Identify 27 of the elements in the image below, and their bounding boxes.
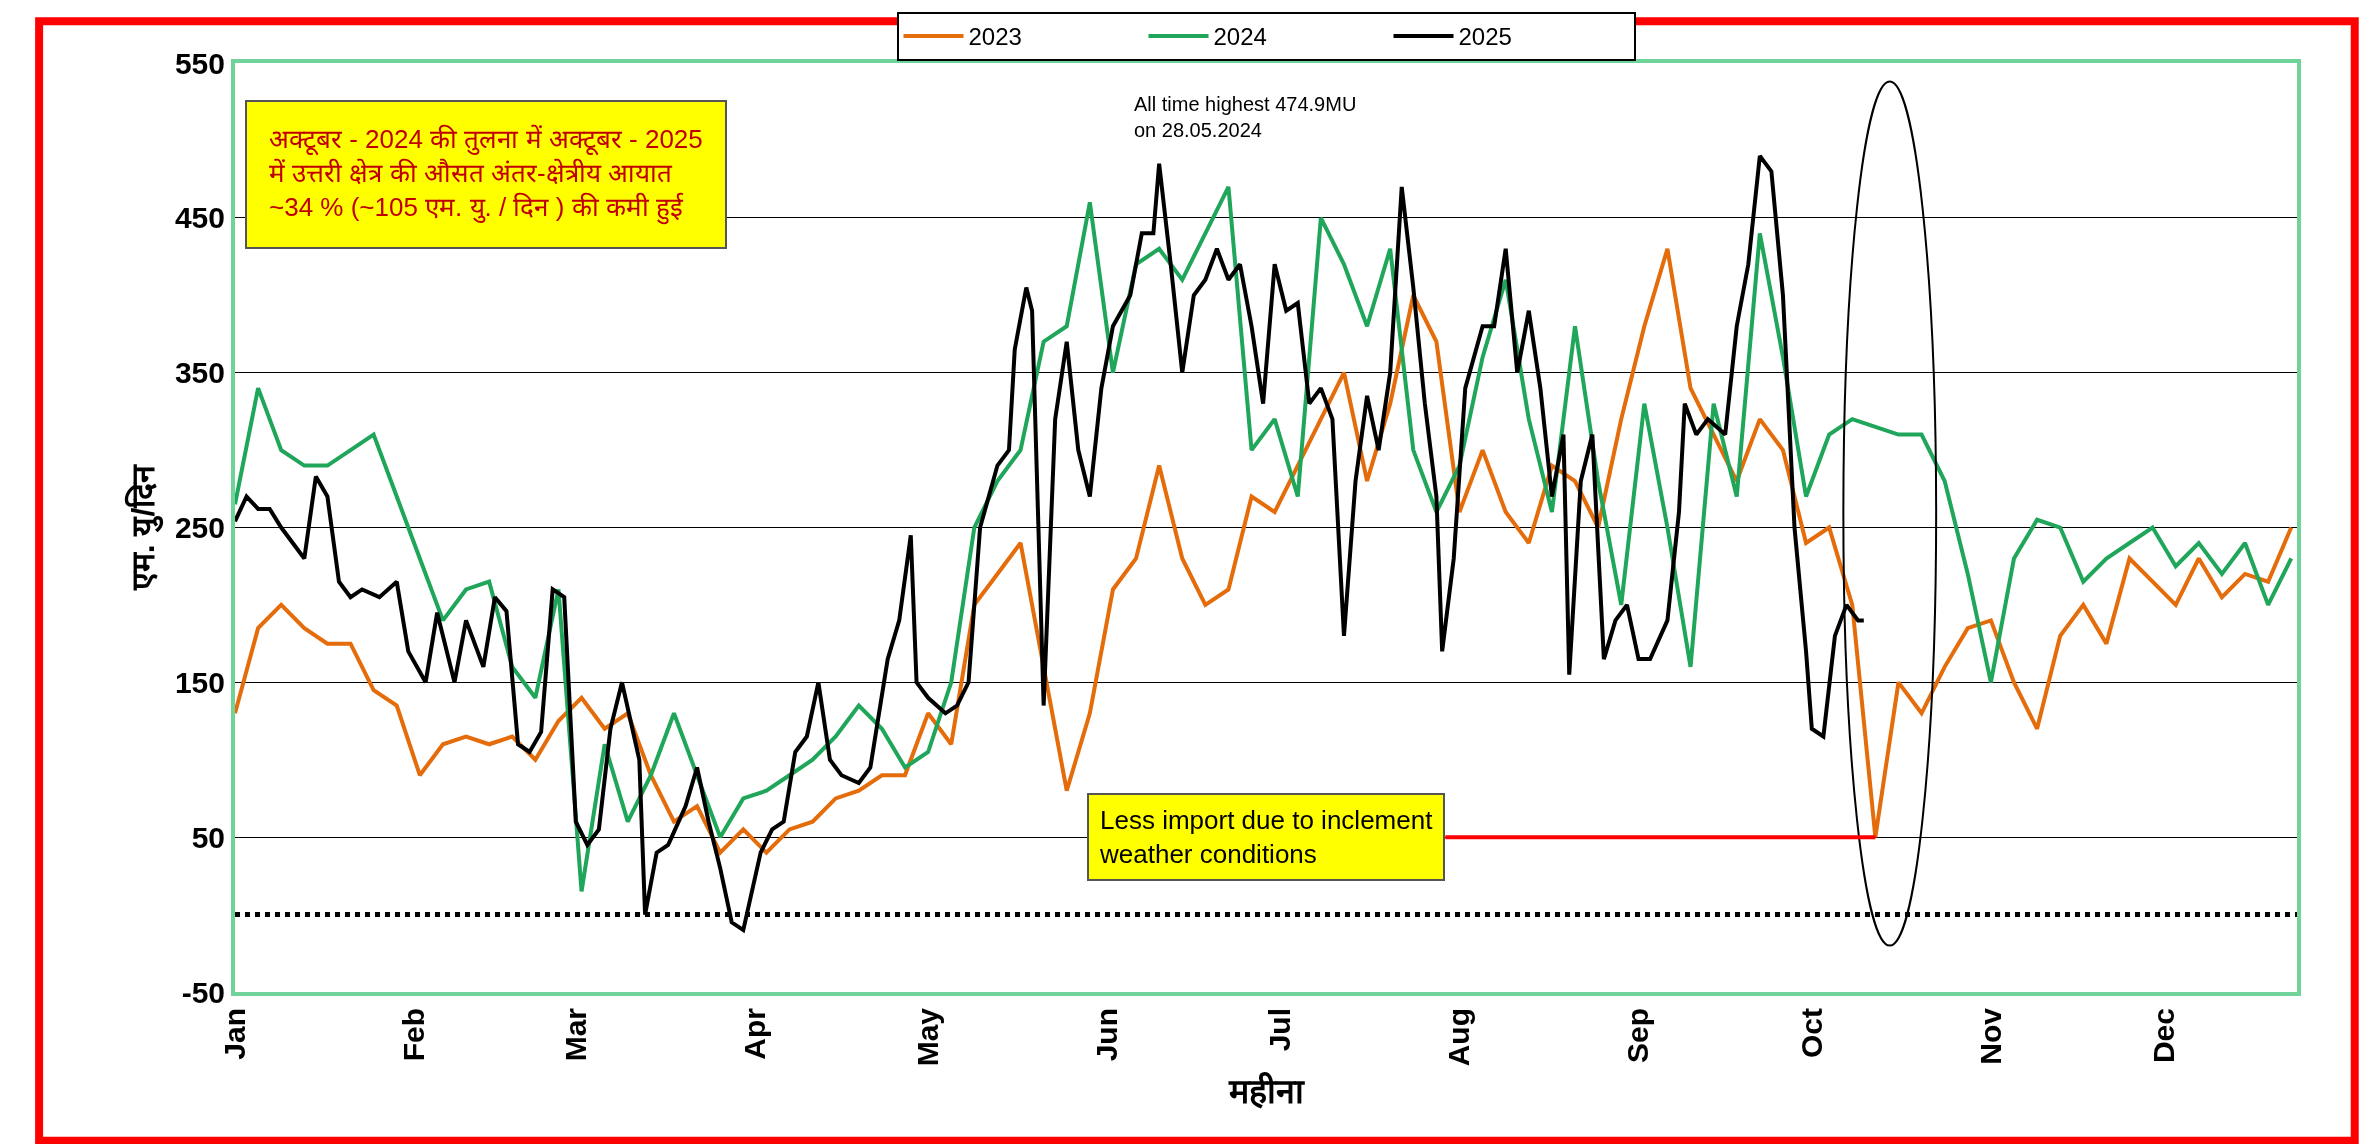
y-tick-label: 50 (191, 820, 225, 854)
x-tick-label: Sep (1621, 1008, 1655, 1064)
x-axis-title: महीना (1227, 1071, 1305, 1111)
x-tick-label: Jun (1089, 1008, 1123, 1062)
y-tick-label: 150 (174, 665, 225, 699)
y-tick-label: 350 (174, 356, 225, 390)
legend-label: 2024 (1213, 23, 1267, 51)
annotation: Less import due to inclement weather conditions (1099, 805, 1434, 869)
x-tick-label: Jul (1263, 1008, 1297, 1052)
x-tick-label: Jan (217, 1008, 251, 1060)
y-tick-label: 250 (174, 511, 225, 544)
x-tick-label: Mar (558, 1007, 592, 1062)
x-tick-label: Feb (396, 1008, 430, 1062)
y-axis-title: एम. यु/दिन (123, 463, 164, 592)
x-tick-label: Aug (1442, 1008, 1476, 1067)
legend-label: 2025 (1458, 23, 1512, 51)
annotation: अक्टूबर - 2024 की तुलना में अक्टूबर - 2025 में उत्तरी क्षेत्र की औसत अंतर-क्षेत्रीय आयात ~34 % (~105 एम. यु. / दिन ) की कमी हुई (269, 124, 703, 225)
x-tick-label: Oct (1794, 1008, 1828, 1059)
y-tick-label: -50 (181, 975, 225, 1009)
y-tick-label: 450 (174, 201, 225, 235)
x-tick-label: Dec (2146, 1008, 2180, 1064)
annotation: All time highest 474.9MU on 28.05.2024 (1134, 93, 1357, 141)
legend-label: 2023 (968, 23, 1022, 51)
x-tick-label: Nov (1973, 1007, 2007, 1065)
y-tick-label: 550 (174, 46, 225, 80)
x-tick-label: Apr (737, 1007, 771, 1060)
x-tick-label: May (910, 1007, 944, 1067)
